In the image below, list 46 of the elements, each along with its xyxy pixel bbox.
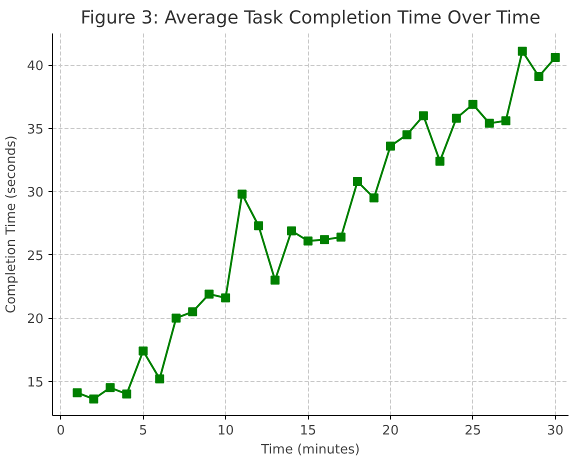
point — [304, 236, 313, 246]
point — [238, 190, 247, 199]
point — [534, 72, 544, 82]
point — [155, 374, 164, 384]
x-tick-label: 30 — [547, 424, 564, 438]
point — [484, 118, 494, 128]
point — [138, 346, 148, 356]
y-tick-label: 25 — [26, 248, 44, 264]
y-tick-label: 40 — [26, 59, 44, 74]
x-tick-label: 20 — [382, 424, 399, 438]
point — [452, 114, 461, 123]
x-tick-label: 15 — [300, 424, 316, 438]
y-tick-label: 30 — [26, 186, 44, 201]
point — [221, 293, 230, 302]
point — [188, 307, 198, 316]
point — [287, 226, 296, 236]
point — [386, 142, 395, 151]
point — [320, 235, 330, 244]
point — [435, 156, 444, 166]
x-axis-title: Time (minutes) — [260, 442, 360, 458]
chart-title: Figure 3: Average Task Completion Time Over Time — [80, 8, 540, 28]
x-tick-label: 5 — [139, 424, 148, 438]
y-tick-label: 20 — [26, 312, 44, 328]
point — [336, 232, 346, 242]
point — [352, 176, 362, 186]
point — [270, 276, 280, 285]
point — [89, 394, 98, 404]
point — [172, 314, 181, 323]
point — [518, 46, 527, 56]
point — [550, 53, 560, 62]
point — [402, 130, 412, 140]
y-axis-title: Completion Time (seconds) — [4, 136, 19, 314]
y-tick-label: 15 — [26, 375, 44, 390]
point — [204, 290, 214, 299]
point — [468, 100, 478, 109]
point — [72, 388, 82, 398]
x-tick-label: 25 — [464, 424, 482, 438]
point — [418, 111, 428, 120]
x-tick-label: 0 — [56, 424, 65, 438]
point — [106, 383, 115, 392]
point — [122, 389, 132, 398]
point — [501, 116, 510, 126]
y-tick-label: 35 — [26, 122, 44, 138]
point — [369, 193, 378, 202]
point — [254, 221, 264, 230]
x-tick-label: 10 — [217, 424, 234, 438]
